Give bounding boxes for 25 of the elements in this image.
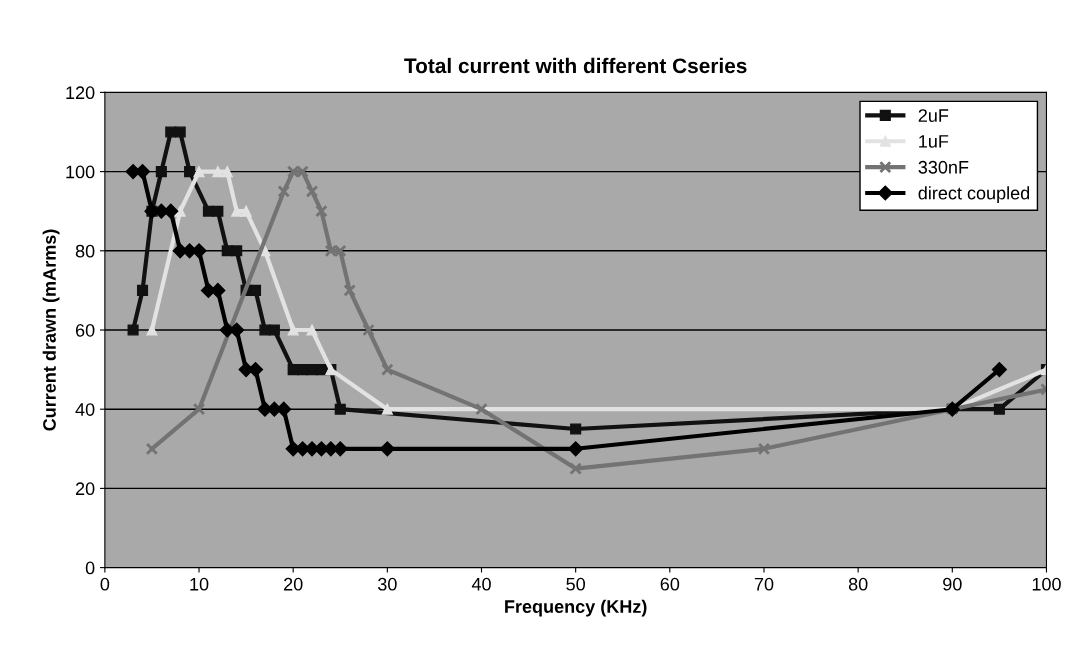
y-tick-label: 80 (75, 244, 95, 258)
chart-title: Total current with different Cseries (404, 57, 747, 74)
legend-label: 1uF (919, 135, 949, 148)
x-tick-label: 20 (284, 577, 303, 591)
x-tick-label: 70 (754, 577, 774, 591)
x-tick-label: 100 (1032, 577, 1061, 591)
x-tick-label: 60 (660, 577, 680, 591)
x-tick-label: 10 (190, 577, 209, 591)
y-tick-label: 0 (85, 561, 95, 575)
x-tick-label: 90 (943, 577, 962, 591)
x-tick-label: 0 (100, 577, 110, 591)
y-tick-label: 40 (75, 403, 95, 416)
legend-label: 2uF (918, 109, 949, 122)
x-tick-label: 50 (566, 577, 585, 591)
y-tick-label: 120 (66, 86, 95, 100)
legend-label: direct coupled (918, 186, 1030, 204)
x-axis-title: Frequency (KHz) (505, 599, 647, 617)
x-tick-label: 30 (377, 577, 397, 591)
y-axis-title: Current drawn (mArms) (42, 229, 60, 431)
y-tick-label: 60 (75, 323, 95, 337)
y-tick-label: 20 (75, 482, 95, 496)
y-tick-label: 100 (66, 165, 95, 179)
legend-label: 330nF (918, 160, 969, 174)
x-tick-label: 40 (471, 577, 491, 591)
x-tick-label: 80 (848, 577, 868, 591)
